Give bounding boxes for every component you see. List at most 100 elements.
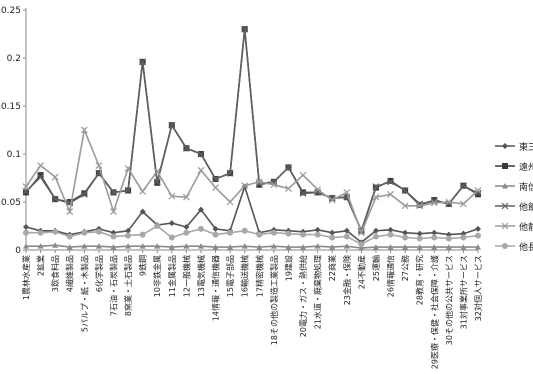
x-tick-label: 2鉱業	[36, 255, 46, 276]
data-point	[387, 177, 394, 184]
data-point	[66, 233, 73, 240]
data-point	[460, 234, 467, 241]
data-point	[125, 243, 132, 249]
data-point	[23, 189, 29, 196]
data-point	[95, 228, 102, 235]
data-point	[80, 126, 88, 134]
data-point	[372, 183, 380, 191]
data-point	[168, 121, 176, 129]
data-point	[300, 231, 307, 238]
legend-label: 他静	[519, 221, 533, 233]
data-point	[416, 201, 423, 208]
x-tick-label: 1農林水産業	[21, 255, 31, 300]
data-point	[110, 188, 117, 196]
data-point	[416, 235, 423, 242]
series-line	[26, 225, 479, 246]
data-point	[183, 243, 190, 249]
data-point	[430, 199, 438, 207]
data-point	[52, 228, 59, 235]
data-point	[314, 186, 322, 193]
data-point	[445, 235, 452, 242]
data-point	[256, 181, 263, 188]
data-point	[139, 231, 146, 238]
data-point	[168, 220, 175, 227]
data-point	[431, 197, 438, 204]
data-point	[475, 244, 481, 250]
data-point	[285, 244, 292, 250]
x-tick-label: 11金属製品	[167, 255, 177, 297]
legend-item: 遠州	[495, 161, 533, 173]
legend-label: 他長	[519, 241, 533, 253]
data-point	[226, 198, 234, 206]
data-point	[139, 188, 147, 195]
data-point	[401, 187, 409, 194]
legend-label: 東三	[519, 141, 533, 153]
data-point	[139, 243, 146, 249]
x-tick-label: 17精密機械	[254, 255, 264, 297]
legend-item: 他飯	[495, 201, 533, 213]
series-line	[26, 244, 478, 249]
data-point	[212, 184, 219, 192]
data-point	[357, 229, 365, 237]
x-tick-label: 24不動産	[356, 255, 366, 289]
data-point	[401, 202, 409, 210]
data-point	[212, 175, 219, 183]
data-point	[110, 244, 117, 250]
legend-label: 南信	[519, 181, 533, 193]
data-point	[431, 244, 438, 250]
data-point	[125, 227, 132, 234]
data-point	[125, 232, 132, 239]
data-point	[387, 178, 394, 186]
data-point	[241, 25, 249, 33]
data-point	[416, 202, 424, 210]
data-point	[285, 230, 292, 237]
x-tick-label: 25運輸	[371, 255, 381, 281]
data-point	[328, 194, 336, 202]
x-tick-label: 8窯業・土石製品	[123, 255, 133, 316]
data-point	[256, 231, 263, 238]
y-tick-label: 0.05	[1, 198, 21, 208]
data-point	[227, 244, 234, 250]
data-point	[212, 244, 219, 250]
x-tick-label: 10非鉄金属	[152, 255, 162, 297]
x-tick-label: 9鉄鋼	[138, 255, 148, 276]
data-point	[445, 244, 452, 250]
data-point	[387, 226, 394, 233]
data-point	[168, 244, 175, 250]
series-他飯	[22, 25, 482, 235]
x-tick-label: 18その他の製造工業製品	[269, 255, 279, 345]
data-point	[66, 208, 74, 216]
data-point	[51, 173, 59, 181]
data-point	[329, 234, 336, 241]
x-tick-label: 31対事業所サービス	[458, 255, 468, 329]
data-point	[329, 229, 336, 236]
x-tick-label: 4繊維製品	[65, 255, 75, 292]
series-line	[25, 29, 479, 234]
data-point	[416, 230, 423, 237]
x-axis: 1農林水産業 2鉱業 3飲食料品 4繊維製品 5パルプ・紙・木製品 6化学製品 7石油・石炭…	[21, 249, 483, 369]
data-point	[183, 229, 190, 236]
data-point	[227, 229, 234, 236]
x-tick-label: 21水道・廃棄物処理	[313, 255, 323, 329]
x-tick-label: 29医療・保健・社会保障・介護	[429, 255, 439, 369]
data-point	[502, 143, 508, 149]
series-南信	[23, 242, 481, 251]
x-tick-label: 13電気機械	[196, 255, 206, 297]
data-point	[402, 229, 409, 236]
data-point	[256, 244, 263, 250]
data-point	[66, 244, 73, 250]
data-point	[226, 169, 234, 177]
data-point	[343, 227, 350, 234]
data-point	[270, 181, 278, 189]
data-point	[387, 231, 394, 238]
data-point	[154, 179, 161, 186]
data-point	[343, 233, 350, 240]
x-tick-label: 16輸送機械	[240, 255, 250, 297]
data-point	[255, 178, 263, 186]
data-point	[124, 187, 132, 194]
data-point	[270, 229, 277, 236]
data-point	[37, 173, 45, 181]
data-point	[372, 227, 379, 234]
data-point	[95, 243, 102, 249]
x-tick-label: 6化学製品	[94, 255, 104, 292]
